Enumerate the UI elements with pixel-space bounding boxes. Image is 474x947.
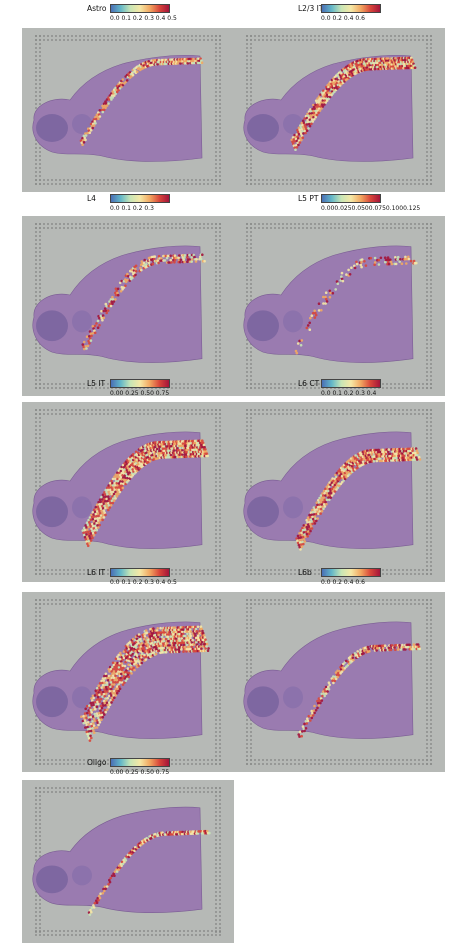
cerebellum-region <box>36 310 68 342</box>
cerebellum-region <box>36 865 68 894</box>
cerebellum-region <box>247 686 279 718</box>
tissue-section <box>243 621 414 739</box>
tissue-panel-l5-it <box>22 402 234 582</box>
fiducial-frame <box>246 599 432 765</box>
expression-spots <box>79 57 204 146</box>
panel-title-oligo: Oligo <box>87 758 107 767</box>
brainstem-region <box>72 114 92 134</box>
cerebellum-region <box>247 114 279 142</box>
tissue-image <box>243 409 432 575</box>
tissue-panel-oligo <box>22 780 234 943</box>
colorbar-l2-3-it <box>321 4 381 13</box>
panel-title-l6b: L6b <box>298 568 312 577</box>
cerebellum-region <box>247 496 279 528</box>
tissue-image <box>243 35 432 185</box>
panel-title-l6-ct: L6 CT <box>298 379 320 388</box>
colorbar-ticks-astro: 0.0 0.1 0.2 0.3 0.4 0.5 <box>110 15 177 22</box>
expression-spots <box>81 253 206 351</box>
colorbar-astro <box>110 4 170 13</box>
colorbar-ticks-oligo: 0.00 0.25 0.50 0.75 <box>110 769 170 776</box>
brainstem-region <box>283 310 303 333</box>
tissue-panel-l2-3-it <box>233 28 445 192</box>
colorbar-l6-ct <box>321 379 381 388</box>
tissue-panel-astro <box>22 28 234 192</box>
colorbar-oligo <box>110 758 170 767</box>
colorbar-l5-it <box>110 379 170 388</box>
cerebellum-region <box>247 310 279 342</box>
expression-spots <box>81 439 209 548</box>
fiducial-frame <box>35 787 221 936</box>
tissue-panel-l6-ct <box>233 402 445 582</box>
tissue-panel-l5-pt <box>233 216 445 396</box>
tissue-image <box>32 35 221 185</box>
expression-spots <box>87 829 211 916</box>
colorbar-ticks-l6-ct: 0.0 0.1 0.2 0.3 0.4 <box>321 390 377 397</box>
tissue-section <box>32 245 203 363</box>
brainstem-region <box>283 686 303 709</box>
colorbar-ticks-l4: 0.0 0.1 0.2 0.3 <box>110 205 154 212</box>
tissue-image <box>243 223 432 389</box>
cerebellum-region <box>36 686 68 718</box>
expression-spots <box>290 56 417 151</box>
tissue-image <box>243 599 432 765</box>
expression-spots <box>80 625 210 742</box>
tissue-section <box>32 806 203 913</box>
colorbar-ticks-l2-3-it: 0.0 0.2 0.4 0.6 <box>321 15 365 22</box>
cerebellum-region <box>36 496 68 528</box>
tissue-image <box>32 409 221 575</box>
panel-title-l5-pt: L5 PT <box>298 194 319 203</box>
colorbar-ticks-l5-it: 0.00 0.25 0.50 0.75 <box>110 390 170 397</box>
colorbar-ticks-l6-it: 0.0 0.1 0.2 0.3 0.4 0.5 <box>110 579 177 586</box>
brainstem-region <box>72 310 92 333</box>
brainstem-region <box>72 686 92 709</box>
colorbar-ticks-l6b: 0.0 0.2 0.4 0.6 <box>321 579 365 586</box>
fiducial-frame <box>246 409 432 575</box>
tissue-section <box>243 54 414 162</box>
colorbar-l5-pt <box>321 194 381 203</box>
tissue-section <box>243 245 414 363</box>
fiducial-frame <box>35 223 221 389</box>
colorbar-l6b <box>321 568 381 577</box>
tissue-image <box>32 223 221 389</box>
brainstem-region <box>72 865 92 886</box>
expression-spots <box>297 643 422 738</box>
brainstem-region <box>283 496 303 519</box>
tissue-panel-l6-it <box>22 592 234 772</box>
fiducial-frame <box>246 35 432 185</box>
panel-title-l6-it: L6 IT <box>87 568 106 577</box>
panel-title-l5-it: L5 IT <box>87 379 106 388</box>
cerebellum-region <box>36 114 68 142</box>
tissue-image <box>32 599 221 765</box>
tissue-panel-l4 <box>22 216 234 396</box>
expression-spots <box>295 447 422 551</box>
tissue-image <box>32 787 221 936</box>
panel-title-l2-3-it: L2/3 IT <box>298 4 324 13</box>
colorbar-l4 <box>110 194 170 203</box>
colorbar-l6-it <box>110 568 170 577</box>
colorbar-ticks-l5-pt: 0.000.0250.0500.0750.1000.125 <box>321 205 421 212</box>
panel-title-astro: Astro <box>87 4 107 13</box>
tissue-panel-l6b <box>233 592 445 772</box>
expression-spots <box>294 255 418 355</box>
panel-title-l4: L4 <box>87 194 96 203</box>
tissue-section <box>32 54 203 162</box>
brainstem-region <box>72 496 92 519</box>
